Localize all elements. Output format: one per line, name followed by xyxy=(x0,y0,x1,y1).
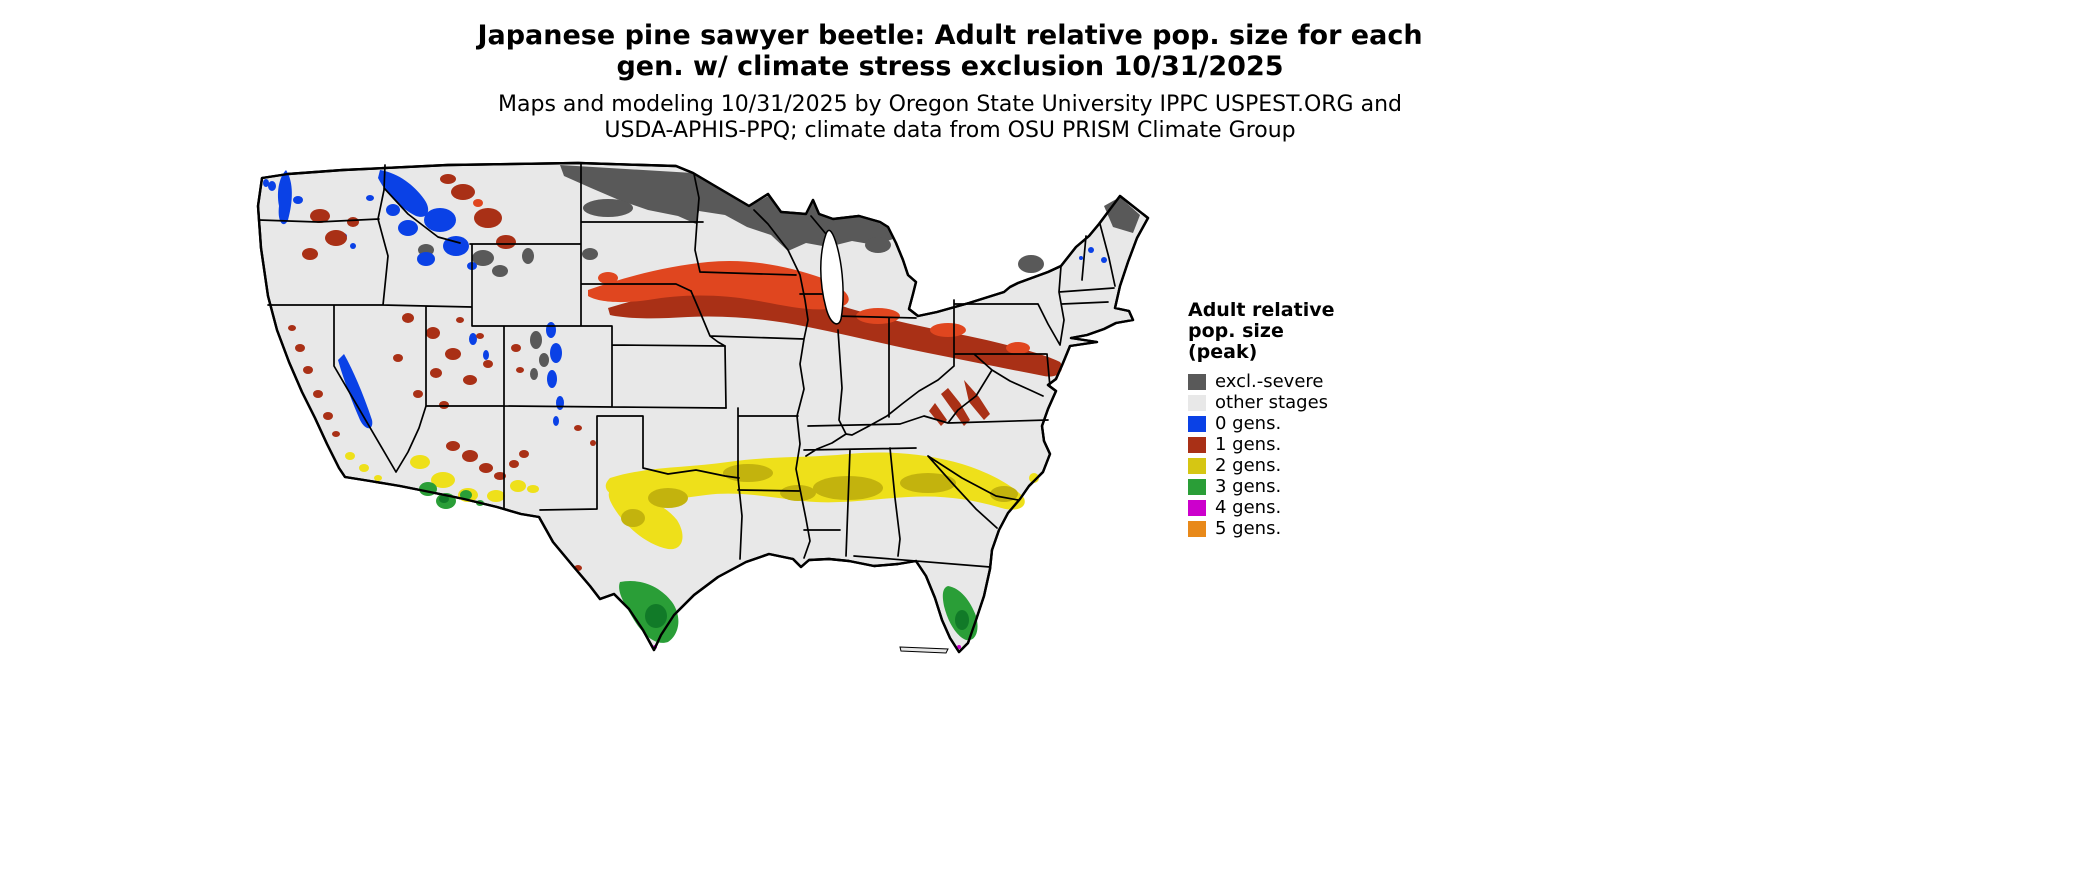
legend-item-gens4: 4 gens. xyxy=(1188,498,1408,517)
legend-label: 5 gens. xyxy=(1215,518,1282,539)
legend-label: 0 gens. xyxy=(1215,413,1282,434)
state-borders xyxy=(258,162,1116,568)
legend-swatch-gens2 xyxy=(1188,457,1206,474)
legend-swatch-other_stages xyxy=(1188,394,1206,411)
legend-swatch-gens5 xyxy=(1188,520,1206,537)
legend-swatch-gens4 xyxy=(1188,499,1206,516)
legend-swatch-excl_severe xyxy=(1188,373,1206,390)
figure-subtitle: Maps and modeling 10/31/2025 by Oregon S… xyxy=(300,92,1600,144)
map-layer-2-gens xyxy=(345,452,1039,550)
legend-swatch-gens1 xyxy=(1188,436,1206,453)
legend-label: 1 gens. xyxy=(1215,434,1282,455)
figure-title: Japanese pine sawyer beetle: Adult relat… xyxy=(300,20,1600,82)
map-layer-1-gens-bright xyxy=(473,199,1030,354)
legend-label: excl.-severe xyxy=(1215,371,1324,392)
legend-label: 4 gens. xyxy=(1215,497,1282,518)
legend-item-gens1: 1 gens. xyxy=(1188,435,1408,454)
us-map-container xyxy=(248,158,1163,663)
legend-item-gens2: 2 gens. xyxy=(1188,456,1408,475)
legend-item-other_stages: other stages xyxy=(1188,393,1408,412)
legend-label: other stages xyxy=(1215,392,1329,413)
legend-label: 2 gens. xyxy=(1215,455,1282,476)
legend-title-line2: pop. size xyxy=(1188,320,1284,342)
legend-title-line3: (peak) xyxy=(1188,341,1258,363)
legend-label: 3 gens. xyxy=(1215,476,1282,497)
legend-item-gens3: 3 gens. xyxy=(1188,477,1408,496)
us-map xyxy=(256,161,1150,654)
legend-item-gens5: 5 gens. xyxy=(1188,519,1408,538)
figure-subtitle-line2: USDA-APHIS-PPQ; climate data from OSU PR… xyxy=(604,118,1296,143)
us-outline xyxy=(256,161,1150,654)
figure-subtitle-line1: Maps and modeling 10/31/2025 by Oregon S… xyxy=(498,92,1402,117)
figure-title-line2: gen. w/ climate stress exclusion 10/31/2… xyxy=(616,51,1284,82)
legend-title: Adult relative pop. size (peak) xyxy=(1188,300,1408,363)
legend-items: excl.-severe other stages 0 gens. 1 gens. 2 … xyxy=(1188,372,1408,538)
legend-item-excl_severe: excl.-severe xyxy=(1188,372,1408,391)
florida-keys-sliver xyxy=(899,646,949,654)
lake-michigan xyxy=(820,229,844,325)
legend-title-line1: Adult relative xyxy=(1188,299,1335,321)
map-layer-1-gens xyxy=(288,174,1063,571)
map-legend: Adult relative pop. size (peak) excl.-se… xyxy=(1188,300,1408,540)
figure-title-line1: Japanese pine sawyer beetle: Adult relat… xyxy=(477,20,1423,51)
legend-swatch-gens3 xyxy=(1188,478,1206,495)
legend-item-gens0: 0 gens. xyxy=(1188,414,1408,433)
map-layer-3-gens xyxy=(419,482,978,643)
legend-swatch-gens0 xyxy=(1188,415,1206,432)
